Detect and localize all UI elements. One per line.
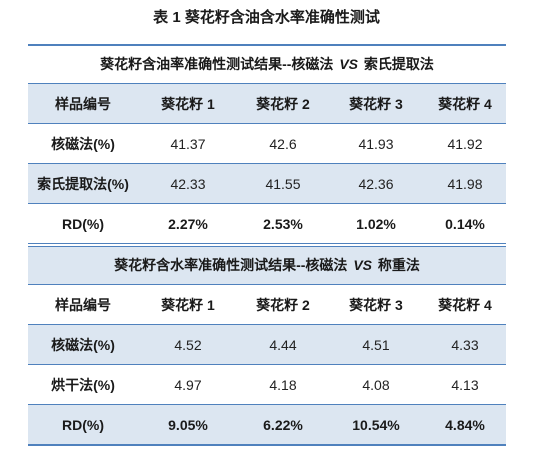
table-row: 索氏提取法(%) 42.33 41.55 42.36 41.98 xyxy=(28,164,506,203)
table-cell: 4.18 xyxy=(269,376,297,393)
table-cell: 4.97 xyxy=(174,376,202,393)
subtitle-text: 葵花籽含油率准确性测试结果--核磁法 xyxy=(100,56,334,72)
table-rule xyxy=(28,404,506,405)
table-rule xyxy=(28,83,506,84)
table-bottom-rule xyxy=(28,444,506,446)
table-cell: 1.02% xyxy=(356,215,396,232)
table-cell: 4.13 xyxy=(451,376,479,393)
table-row: 核磁法(%) 41.37 42.6 41.93 41.92 xyxy=(28,124,506,163)
header-cell: 葵花籽 3 xyxy=(349,296,403,313)
table-rule xyxy=(28,203,506,204)
row-label: RD(%) xyxy=(62,215,104,232)
header-cell: 葵花籽 4 xyxy=(438,95,492,112)
table-cell: 41.93 xyxy=(358,135,394,152)
table-cell: 4.33 xyxy=(451,336,479,353)
table-cell: 42.33 xyxy=(170,175,206,192)
table-cell: 4.44 xyxy=(269,336,297,353)
table-row: RD(%) 9.05% 6.22% 10.54% 4.84% xyxy=(28,405,506,444)
oil-content-table: 葵花籽含油率准确性测试结果--核磁法 VS 索氏提取法 样品编号 葵花籽 1 葵… xyxy=(28,44,506,244)
table-subtitle: 葵花籽含水率准确性测试结果--核磁法 VS 称重法 xyxy=(28,247,506,284)
page-title: 表 1 葵花籽含油含水率准确性测试 xyxy=(153,9,380,26)
header-cell: 葵花籽 1 xyxy=(161,296,215,313)
table-cell: 2.53% xyxy=(263,215,303,232)
table-row: RD(%) 2.27% 2.53% 1.02% 0.14% xyxy=(28,204,506,243)
table-bottom-rule xyxy=(28,243,506,244)
table-cell: 41.98 xyxy=(447,175,483,192)
table-cell: 42.6 xyxy=(269,135,297,152)
header-cell: 葵花籽 4 xyxy=(438,296,492,313)
table-header-row: 样品编号 葵花籽 1 葵花籽 2 葵花籽 3 葵花籽 4 xyxy=(28,84,506,123)
subtitle-method: 称重法 xyxy=(377,257,420,273)
table-cell: 4.51 xyxy=(362,336,390,353)
table-rule xyxy=(28,324,506,325)
row-label: 核磁法(%) xyxy=(51,135,115,152)
table-subtitle: 葵花籽含油率准确性测试结果--核磁法 VS 索氏提取法 xyxy=(28,46,506,83)
table-cell: 9.05% xyxy=(168,416,208,433)
subtitle-vs: VS xyxy=(353,257,372,273)
row-label: 烘干法(%) xyxy=(51,376,115,393)
table-cell: 6.22% xyxy=(263,416,303,433)
table-top-rule xyxy=(28,44,506,46)
table-rule xyxy=(28,284,506,285)
subtitle-text: 葵花籽含水率准确性测试结果--核磁法 xyxy=(114,257,348,273)
header-cell: 葵花籽 2 xyxy=(256,296,310,313)
table-cell: 4.84% xyxy=(445,416,485,433)
table-cell: 4.52 xyxy=(174,336,202,353)
table-cell: 0.14% xyxy=(445,215,485,232)
header-cell: 葵花籽 3 xyxy=(349,95,403,112)
table-rule xyxy=(28,123,506,124)
table-top-rule xyxy=(28,246,506,247)
header-cell: 样品编号 xyxy=(55,95,111,112)
subtitle-vs: VS xyxy=(339,56,358,72)
header-cell: 葵花籽 1 xyxy=(161,95,215,112)
row-label: RD(%) xyxy=(62,416,104,433)
table-row: 核磁法(%) 4.52 4.44 4.51 4.33 xyxy=(28,325,506,364)
table-header-row: 样品编号 葵花籽 1 葵花籽 2 葵花籽 3 葵花籽 4 xyxy=(28,285,506,324)
table-cell: 41.37 xyxy=(170,135,206,152)
subtitle-method: 索氏提取法 xyxy=(363,56,434,72)
table-rule xyxy=(28,163,506,164)
table-cell: 42.36 xyxy=(358,175,394,192)
table-cell: 41.55 xyxy=(265,175,301,192)
table-cell: 10.54% xyxy=(352,416,400,433)
moisture-content-table: 葵花籽含水率准确性测试结果--核磁法 VS 称重法 样品编号 葵花籽 1 葵花籽… xyxy=(28,246,506,446)
header-cell: 样品编号 xyxy=(55,296,111,313)
row-label: 核磁法(%) xyxy=(51,336,115,353)
header-cell: 葵花籽 2 xyxy=(256,95,310,112)
table-row: 烘干法(%) 4.97 4.18 4.08 4.13 xyxy=(28,365,506,404)
table-cell: 41.92 xyxy=(447,135,483,152)
table-cell: 4.08 xyxy=(362,376,390,393)
table-rule xyxy=(28,364,506,365)
row-label: 索氏提取法(%) xyxy=(37,175,129,192)
table-cell: 2.27% xyxy=(168,215,208,232)
